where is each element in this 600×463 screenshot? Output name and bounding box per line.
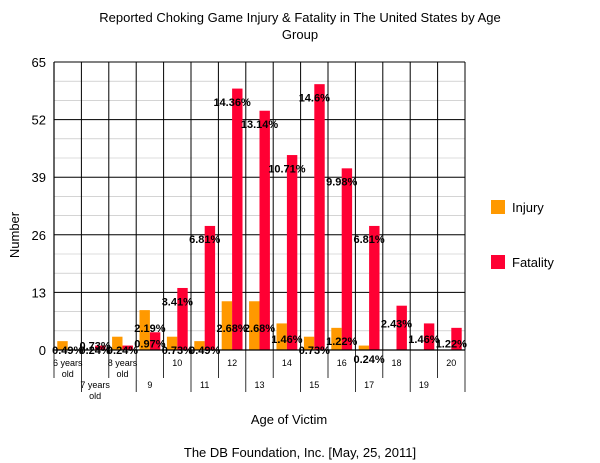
x-tick-label: old	[116, 369, 128, 379]
x-tick-label: 16	[337, 358, 347, 368]
bar-injury	[112, 336, 123, 350]
data-label: 0.73%	[299, 345, 330, 357]
bar-injury	[139, 310, 150, 350]
data-label: 0.73%	[79, 341, 110, 353]
data-label: 13.14%	[241, 119, 279, 131]
x-tick-label: 18	[391, 358, 401, 368]
x-tick-label: 13	[254, 380, 264, 390]
data-label: 0.97%	[134, 338, 165, 350]
x-tick-label: 6 years	[53, 358, 83, 368]
bar-injury	[221, 301, 233, 350]
x-tick-label: 9	[147, 380, 152, 390]
footer-text: The DB Foundation, Inc. [May, 25, 2011]	[184, 445, 416, 460]
bar-injury	[249, 301, 260, 350]
data-label: 6.81%	[189, 234, 220, 246]
x-tick-label: 12	[227, 358, 237, 368]
bar-fatality	[369, 225, 380, 350]
x-tick-label: 7 years	[80, 380, 110, 390]
data-label: 0.24%	[79, 345, 110, 357]
bar-fatality	[122, 345, 133, 350]
data-label: 6.81%	[353, 234, 384, 246]
data-label: 1.46%	[408, 334, 439, 346]
data-label: 0.24%	[107, 345, 138, 357]
x-tick-label: 14	[282, 358, 292, 368]
data-label: 14.36%	[213, 97, 251, 109]
bar-injury	[358, 345, 370, 350]
chart-title-line1: Reported Choking Game Injury & Fatality …	[99, 10, 501, 25]
x-tick-label: 10	[172, 358, 182, 368]
data-label: 10.71%	[268, 163, 306, 175]
x-tick-label: old	[62, 369, 74, 379]
axes	[53, 62, 466, 392]
x-tick-label: 11	[200, 380, 209, 390]
data-label: 0.49%	[189, 345, 220, 357]
data-label: 1.22%	[326, 336, 357, 348]
data-label: 1.46%	[271, 334, 302, 346]
bar-fatality	[149, 332, 161, 350]
legend-label-fatality: Fatality	[512, 255, 554, 270]
data-label: 14.6%	[299, 92, 330, 104]
data-label: 3.41%	[162, 296, 193, 308]
bars	[57, 84, 462, 351]
y-tick-labels: 0 13 26 39 52 65	[32, 55, 46, 358]
bar-fatality	[232, 88, 243, 350]
x-axis-label: Age of Victim	[251, 412, 327, 427]
bar-fatality	[423, 323, 435, 350]
data-label: 2.43%	[381, 318, 412, 330]
bar-fatality	[314, 84, 325, 351]
data-label: 9.98%	[326, 177, 357, 189]
legend-swatch-fatality	[491, 255, 505, 269]
bar-fatality	[204, 225, 216, 350]
x-tick-label: 19	[419, 380, 429, 390]
bar-fatality	[341, 168, 353, 350]
y-tick-label: 26	[32, 228, 46, 243]
y-tick-label: 52	[32, 113, 46, 128]
bar-injury	[303, 336, 315, 350]
bar-fatality	[95, 345, 106, 350]
data-label: 0.24%	[353, 354, 384, 366]
bar-fatality	[259, 110, 270, 350]
data-label: 2.68%	[244, 323, 275, 335]
bar-fatality	[286, 155, 298, 350]
data-label: 0.73%	[162, 345, 193, 357]
x-tick-label: old	[89, 391, 101, 401]
bar-injury	[166, 336, 178, 350]
data-label: 2.19%	[134, 323, 165, 335]
data-label: 1.22%	[436, 338, 467, 350]
y-axis-label: Number	[7, 211, 22, 258]
data-label: 2.68%	[216, 323, 247, 335]
y-tick-label: 39	[32, 170, 46, 185]
x-tick-label: 17	[364, 380, 374, 390]
legend-label-injury: Injury	[512, 200, 544, 215]
legend: Injury Fatality	[491, 200, 554, 270]
bar-injury	[57, 341, 68, 350]
x-tick-label: 15	[309, 380, 319, 390]
legend-swatch-injury	[491, 200, 505, 214]
y-tick-label: 0	[39, 343, 46, 358]
bar-injury	[331, 327, 342, 350]
y-tick-label: 65	[32, 55, 46, 70]
bar-fatality	[396, 305, 407, 350]
chart-title-line2: Group	[282, 27, 318, 42]
bar-fatality	[177, 287, 188, 350]
x-tick-label: 20	[446, 358, 456, 368]
bar-injury	[276, 323, 287, 350]
bar-injury	[194, 341, 205, 350]
x-tick-label: 8 years	[108, 358, 138, 368]
bar-fatality	[451, 327, 462, 350]
data-label: 0.49%	[52, 345, 83, 357]
data-labels: 0.49%0.24%0.73%0.24%2.19%0.97%0.73%3.41%…	[52, 92, 467, 365]
y-tick-label: 13	[32, 285, 46, 300]
